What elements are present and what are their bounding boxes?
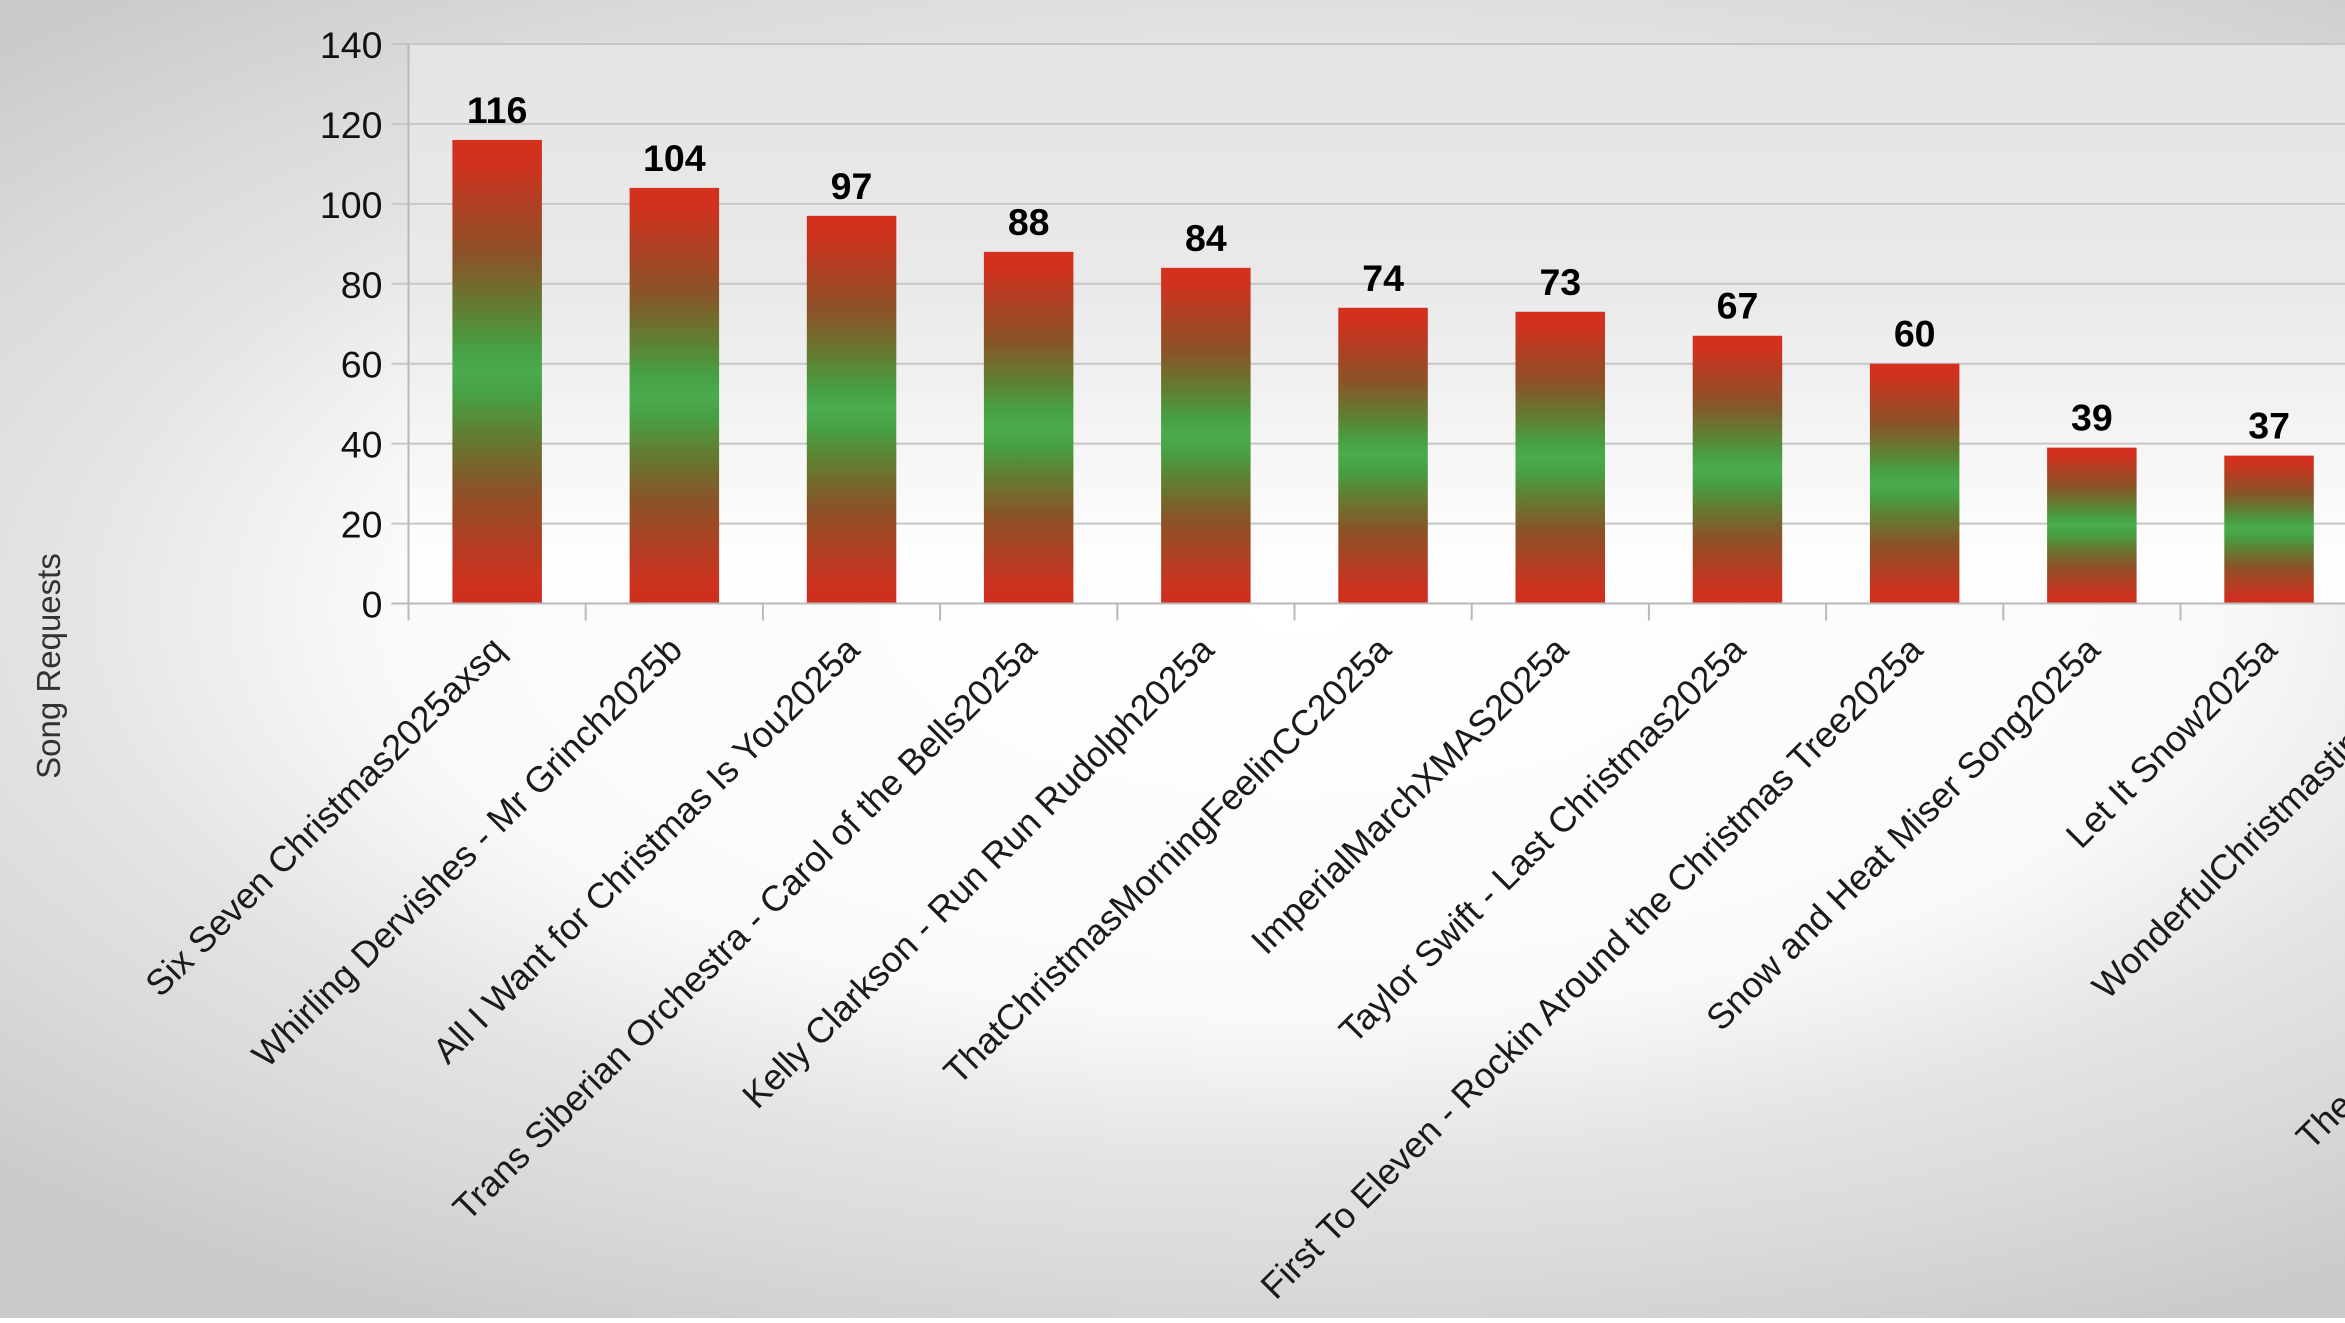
svg-text:Song Requests: Song Requests [30, 553, 67, 779]
svg-text:80: 80 [341, 264, 383, 306]
svg-text:60: 60 [341, 344, 383, 386]
svg-text:0: 0 [362, 584, 383, 626]
svg-text:140: 140 [320, 24, 383, 66]
svg-text:73: 73 [1539, 261, 1581, 303]
svg-text:39: 39 [2071, 397, 2113, 439]
svg-text:84: 84 [1185, 217, 1227, 259]
svg-text:60: 60 [1894, 313, 1936, 355]
svg-text:20: 20 [341, 504, 383, 546]
svg-text:100: 100 [320, 184, 383, 226]
svg-text:37: 37 [2248, 405, 2290, 447]
svg-text:120: 120 [320, 104, 383, 146]
svg-text:88: 88 [1008, 201, 1050, 243]
svg-text:116: 116 [467, 89, 528, 131]
svg-text:104: 104 [643, 137, 706, 179]
svg-text:74: 74 [1362, 257, 1404, 299]
svg-text:67: 67 [1717, 285, 1759, 327]
svg-text:97: 97 [831, 165, 873, 207]
svg-text:40: 40 [341, 424, 383, 466]
